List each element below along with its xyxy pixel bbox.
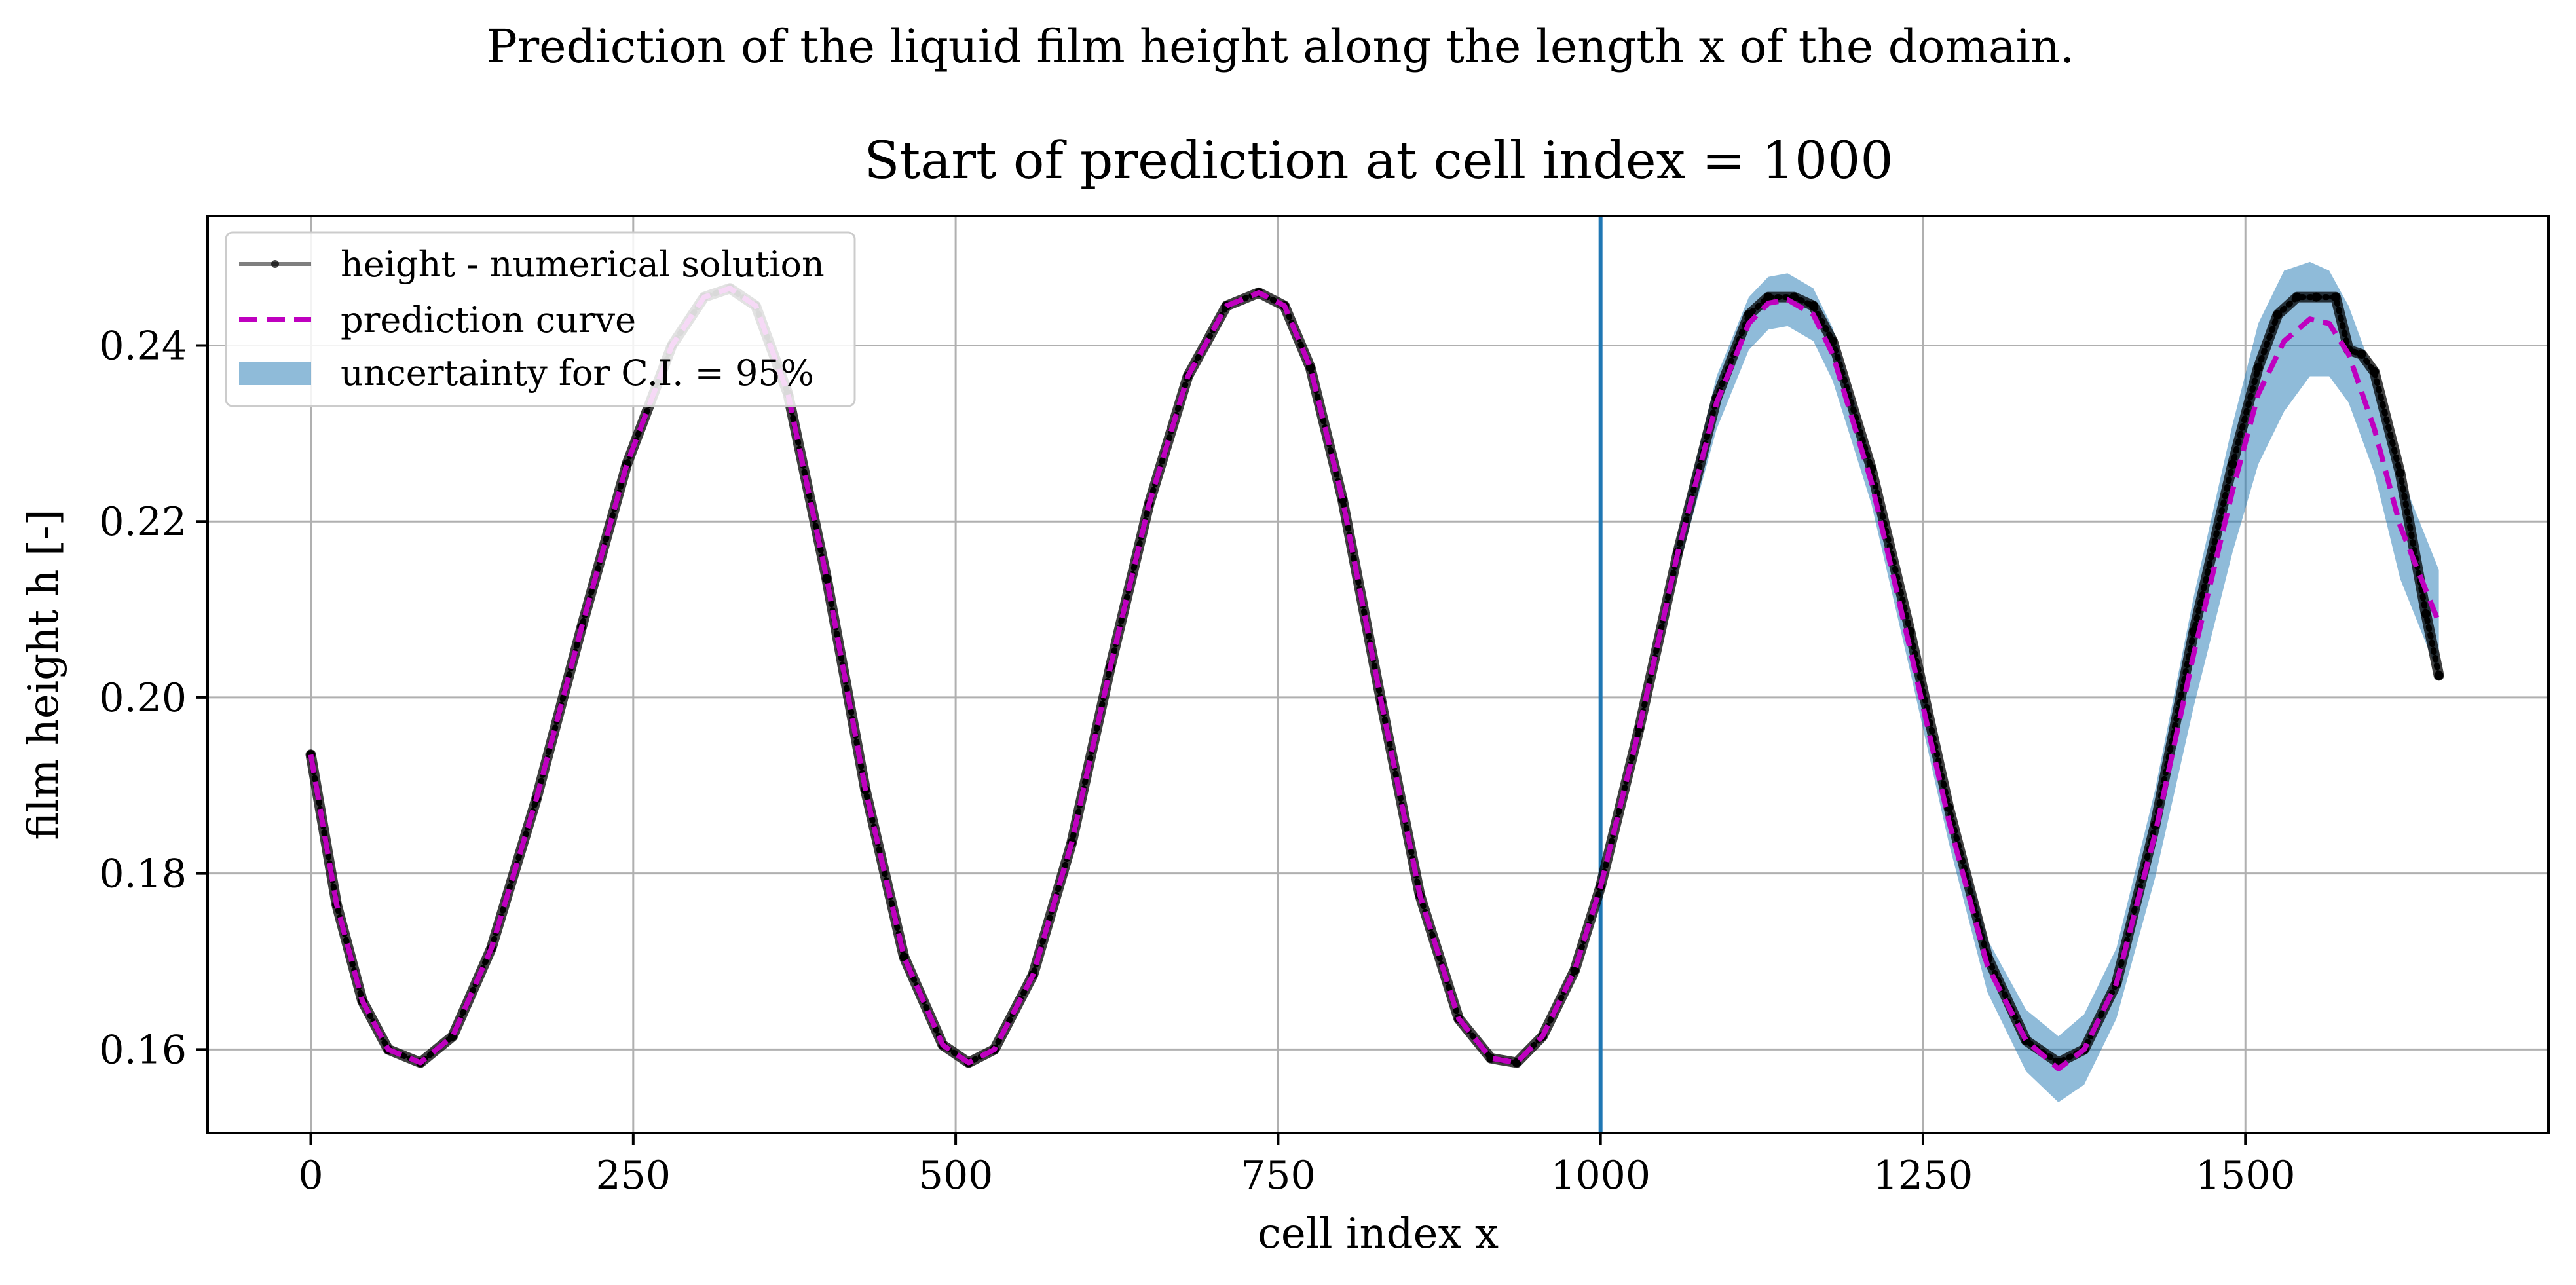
numerical-solution-point (2421, 609, 2431, 619)
x-tick-label: 1250 (1873, 1153, 1973, 1199)
x-axis-label: cell index x (1258, 1210, 1499, 1258)
legend-uncertainty-swatch (239, 362, 311, 385)
y-tick-label: 0.20 (99, 675, 187, 721)
y-axis-label: film height h [-] (20, 509, 68, 840)
x-tick-label: 1000 (1550, 1153, 1651, 1199)
numerical-solution-point (899, 952, 909, 962)
x-tick-label: 250 (596, 1153, 671, 1199)
x-tick-label: 1500 (2195, 1153, 2296, 1199)
chart-suptitle: Prediction of the liquid film height alo… (487, 20, 2075, 73)
y-tick-label: 0.18 (99, 851, 187, 897)
y-axis-ticks: 0.16 0.18 0.20 0.22 0.24 (99, 324, 208, 1073)
numerical-solution-point (2273, 310, 2283, 320)
legend-numerical-solution-label: height - numerical solution (341, 244, 825, 285)
x-tick-label: 500 (918, 1153, 994, 1199)
numerical-solution-point (1763, 292, 1773, 302)
numerical-solution-point (822, 574, 832, 584)
plot-area-frame (206, 215, 2550, 1134)
legend-frame (225, 231, 856, 407)
legend-numerical-solution-marker (271, 260, 279, 268)
chart-title: Start of prediction at cell index = 1000 (864, 130, 1893, 191)
numerical-solution-point (1808, 301, 1818, 310)
legend-uncertainty-label: uncertainty for C.I. = 95% (341, 352, 814, 394)
numerical-solution-point (2370, 367, 2380, 377)
numerical-solution-point (1512, 1058, 1521, 1068)
numerical-solution-point (1570, 965, 1580, 975)
numerical-solution-point (2292, 292, 2302, 302)
legend-prediction-label: prediction curve (341, 299, 636, 341)
numerical-solution-point (2434, 671, 2444, 680)
y-tick-label: 0.24 (99, 324, 187, 369)
numerical-solution-point (2331, 292, 2341, 302)
x-tick-label: 0 (298, 1153, 323, 1199)
numerical-solution-point (2395, 468, 2405, 478)
x-axis-ticks: 0 250 500 750 1000 1250 1500 (298, 1133, 2296, 1199)
x-tick-label: 750 (1241, 1153, 1316, 1199)
y-tick-label: 0.16 (99, 1027, 187, 1073)
numerical-solution-point (1828, 336, 1838, 346)
numerical-solution-point (2253, 363, 2263, 373)
numerical-solution-point (2357, 349, 2366, 359)
numerical-solution-point (1744, 310, 1754, 320)
numerical-solution-point (2311, 292, 2321, 302)
legend: height - numerical solution prediction c… (225, 231, 856, 407)
y-tick-label: 0.22 (99, 499, 187, 545)
numerical-solution-point (2228, 459, 2237, 469)
